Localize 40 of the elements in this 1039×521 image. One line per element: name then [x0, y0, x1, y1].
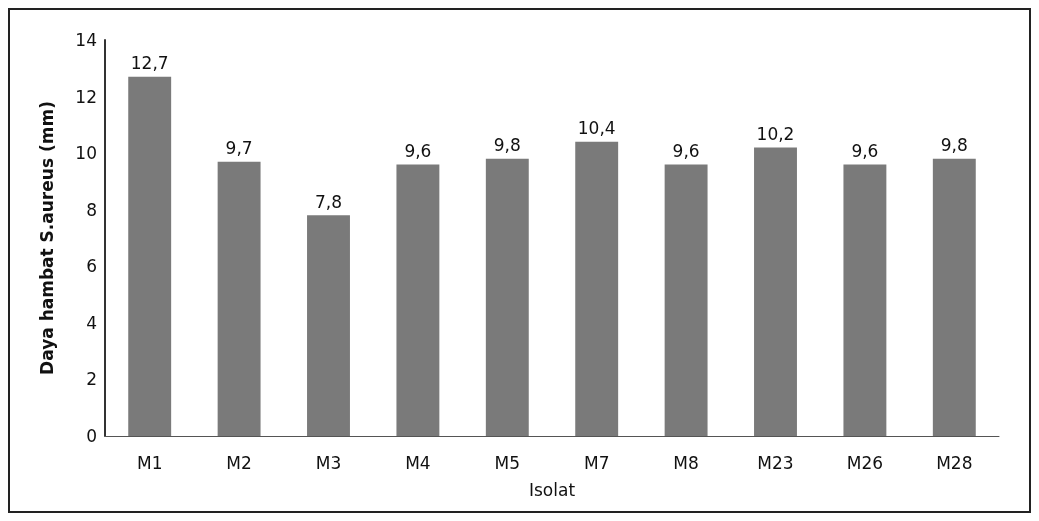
- bar: [575, 141, 619, 436]
- data-label: 9,7: [225, 138, 253, 159]
- data-label: 9,6: [851, 140, 879, 161]
- data-label: 9,8: [940, 135, 968, 156]
- x-tick-label: M7: [583, 452, 610, 473]
- x-tick-label: M4: [405, 452, 431, 473]
- bar: [307, 215, 350, 436]
- y-tick-label: 4: [86, 312, 97, 333]
- y-tick-label: 2: [86, 369, 97, 390]
- y-tick-label: 12: [75, 86, 97, 107]
- bar: [217, 161, 261, 436]
- x-tick-label: M3: [315, 452, 342, 473]
- x-axis-title: Isolat: [528, 479, 576, 500]
- x-tick-label: M28: [936, 452, 973, 473]
- bar: [664, 164, 708, 436]
- data-label: 10,4: [577, 118, 616, 139]
- y-tick-label: 0: [86, 426, 97, 446]
- y-tick-label: 10: [75, 143, 97, 164]
- x-tick-label: M1: [136, 452, 163, 473]
- data-label: 7,8: [314, 191, 343, 212]
- y-tick-label: 6: [86, 256, 97, 277]
- x-tick-label: M26: [846, 452, 884, 473]
- x-tick-label: M2: [226, 452, 252, 473]
- y-tick-label: 8: [86, 199, 97, 220]
- data-label: 9,6: [404, 140, 432, 161]
- bar: [128, 76, 172, 436]
- data-label: 9,6: [672, 140, 700, 161]
- y-tick-label: 14: [75, 30, 97, 50]
- bar: [843, 164, 887, 436]
- x-tick-label: M23: [757, 452, 794, 473]
- y-axis-title: Daya hambat S.aureus (mm): [36, 101, 57, 375]
- x-tick-label: M8: [673, 452, 699, 473]
- bar: [754, 147, 797, 436]
- x-tick-label: M5: [494, 452, 521, 473]
- bar: [396, 164, 440, 436]
- bar: [485, 158, 529, 436]
- bar: [932, 158, 976, 436]
- data-label: 9,8: [493, 135, 521, 156]
- data-label: 10,2: [756, 123, 795, 144]
- data-label: 12,7: [130, 53, 169, 74]
